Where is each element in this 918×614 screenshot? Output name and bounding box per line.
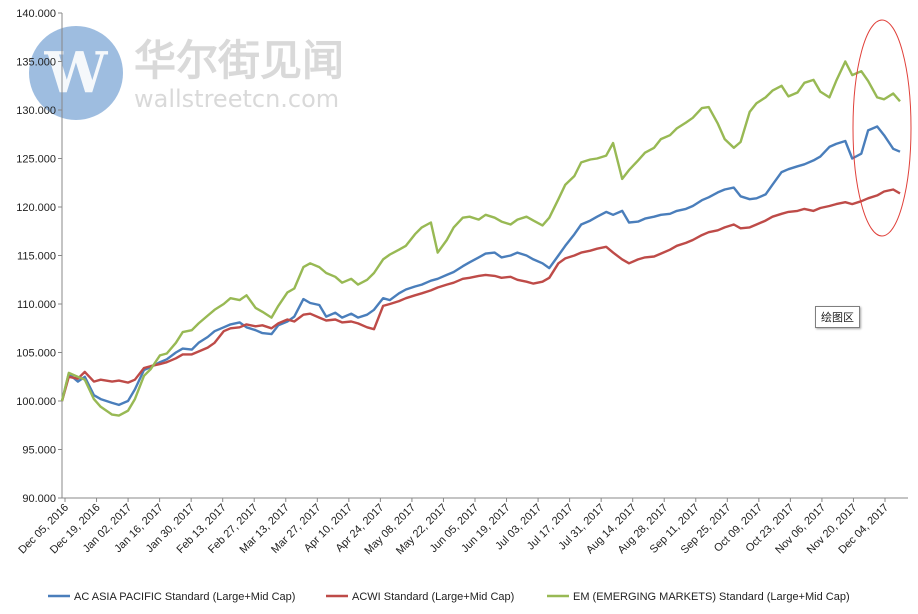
legend-label: AC ASIA PACIFIC Standard (Large+Mid Cap) — [74, 591, 295, 603]
y-tick-label: 100.000 — [16, 396, 56, 408]
y-tick-label: 140.000 — [16, 8, 56, 20]
legend: AC ASIA PACIFIC Standard (Large+Mid Cap)… — [48, 591, 850, 603]
watermark-english: wallstreetcn.com — [134, 85, 339, 113]
y-tick-label: 125.000 — [16, 154, 56, 166]
legend-label: ACWI Standard (Large+Mid Cap) — [352, 591, 514, 603]
series-line-1 — [60, 125, 901, 407]
series-lines — [60, 60, 901, 417]
highlight-ellipse — [852, 19, 912, 237]
y-tick-label: 105.000 — [16, 348, 56, 360]
series-line-2 — [60, 188, 901, 402]
watermark-chinese: 华尔街见闻 — [134, 36, 344, 85]
y-tick-label: 115.000 — [17, 251, 56, 263]
plot-area-tooltip: 绘图区 — [815, 306, 860, 328]
watermark-logo-icon — [29, 26, 123, 120]
y-tick-label: 120.000 — [16, 202, 56, 214]
y-tick-label: 90.000 — [22, 493, 56, 505]
y-tick-label: 130.000 — [16, 105, 56, 117]
y-tick-label: 135.000 — [16, 57, 56, 69]
watermark: W 华尔街见闻 wallstreetcn.com — [29, 26, 344, 120]
watermark-logo-letter: W — [44, 40, 109, 106]
y-tick-label: 95.000 — [22, 445, 56, 457]
legend-label: EM (EMERGING MARKETS) Standard (Large+Mi… — [573, 591, 850, 603]
y-tick-label: 110.000 — [17, 299, 56, 311]
series-line-3 — [60, 60, 901, 417]
y-axis-ticks: 90.000 95.000 100.000 105.000 110.000 115.000… — [16, 8, 62, 505]
